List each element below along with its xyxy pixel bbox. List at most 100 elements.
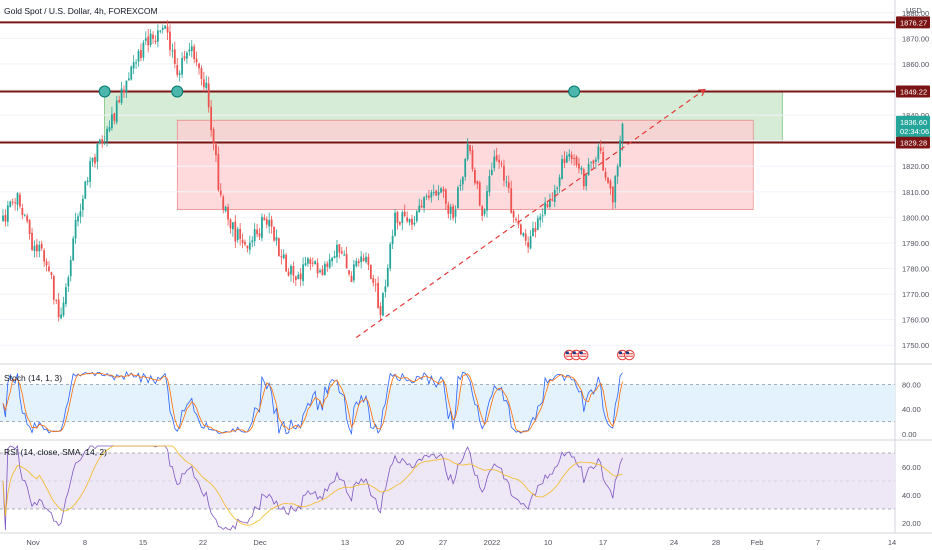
candle-body [164,25,167,29]
candle-body [556,187,559,189]
candle-body [290,265,292,275]
candle-body [454,209,457,217]
candle-body [367,256,370,265]
candle-body [101,139,104,144]
us-flag-icon [565,351,569,355]
candle-body [534,228,537,232]
candle-body [19,194,21,207]
candle-body [186,52,188,59]
time-axis-label: 7 [816,538,820,547]
candle-body [391,235,394,245]
rsi-pane: 60.00 40.00 20.00 [0,444,921,531]
price-axis-label: 1760.00 [902,316,929,325]
stoch-line [2,371,623,436]
price-axis-label: 1790.00 [902,239,929,248]
candle-body [457,187,459,209]
candle-body [345,253,348,269]
price-axis-label: 1820.00 [902,162,929,171]
level-price-tag-text: 1849.22 [900,87,927,96]
candle-body [507,182,510,189]
candle-body [362,257,365,261]
candle-body [532,228,534,237]
candlestick-series [2,20,624,322]
candle-body [498,159,500,163]
bar-countdown: 02:34:06 [900,127,929,136]
candle-body [115,100,118,123]
candle-body [311,262,314,264]
candle-body [522,233,525,236]
time-axis-label: 22 [199,538,207,547]
candle-body [232,222,234,230]
candle-body [374,284,377,286]
last-price-tag [896,115,930,137]
candle-body [89,161,92,182]
candle-body [16,193,19,205]
candle-body [505,181,508,183]
candle-body [65,287,67,305]
candle-body [357,261,360,264]
candle-body [515,218,517,221]
level-marker [98,85,111,98]
candle-body [333,256,336,258]
candle-body [198,63,200,69]
candle-body [563,158,566,164]
candle-body [495,155,498,161]
candle-body [193,46,196,60]
candle-body [304,263,307,266]
candle-body [125,80,128,92]
candle-body [265,219,268,225]
candle-body [147,36,150,46]
candle-body [546,204,549,207]
candle-body [425,195,428,197]
candle-body [9,201,12,208]
candle-body [57,299,60,318]
candle-body [86,180,89,183]
candle-body [33,245,36,251]
candle-body [474,169,476,184]
candle-body [336,244,338,258]
candle-body [118,100,121,103]
candle-body [224,206,227,212]
candle-body [6,205,9,222]
rsi-line [2,445,623,526]
candle-body [360,256,363,263]
candle-body [340,251,343,254]
level-price-tag [896,85,930,98]
candle-body [77,216,79,222]
candle-body [459,184,462,187]
candle-body [428,195,430,198]
candle-body [190,46,193,52]
candle-body [154,40,157,42]
candle-body [575,156,578,166]
rsi-axis-label: 20.00 [902,519,921,528]
candle-body [263,217,266,221]
candle-body [597,146,600,160]
candle-body [106,128,108,142]
candle-body [568,153,571,157]
stoch-axis-label: 40.00 [902,405,921,414]
candle-body [55,299,58,301]
candle-body [493,156,496,169]
candle-body [328,259,331,268]
candle-body [558,177,561,187]
candle-body [159,30,162,32]
candle-body [103,142,106,144]
candle-body [578,163,580,169]
candle-body [62,302,65,316]
currency-label: USD [906,6,922,15]
time-axis-label: 28 [712,538,720,547]
candle-body [256,229,258,235]
candle-body [299,273,302,280]
candle-body [251,240,254,243]
candle-body [481,206,484,216]
candle-body [219,190,222,195]
candle-body [21,207,24,216]
candle-body [377,282,379,308]
candle-body [435,190,438,196]
candle-body [379,306,382,316]
trendline-arrowhead [697,88,706,97]
candle-body [111,114,113,129]
candle-body [135,62,137,64]
candle-body [91,158,94,162]
